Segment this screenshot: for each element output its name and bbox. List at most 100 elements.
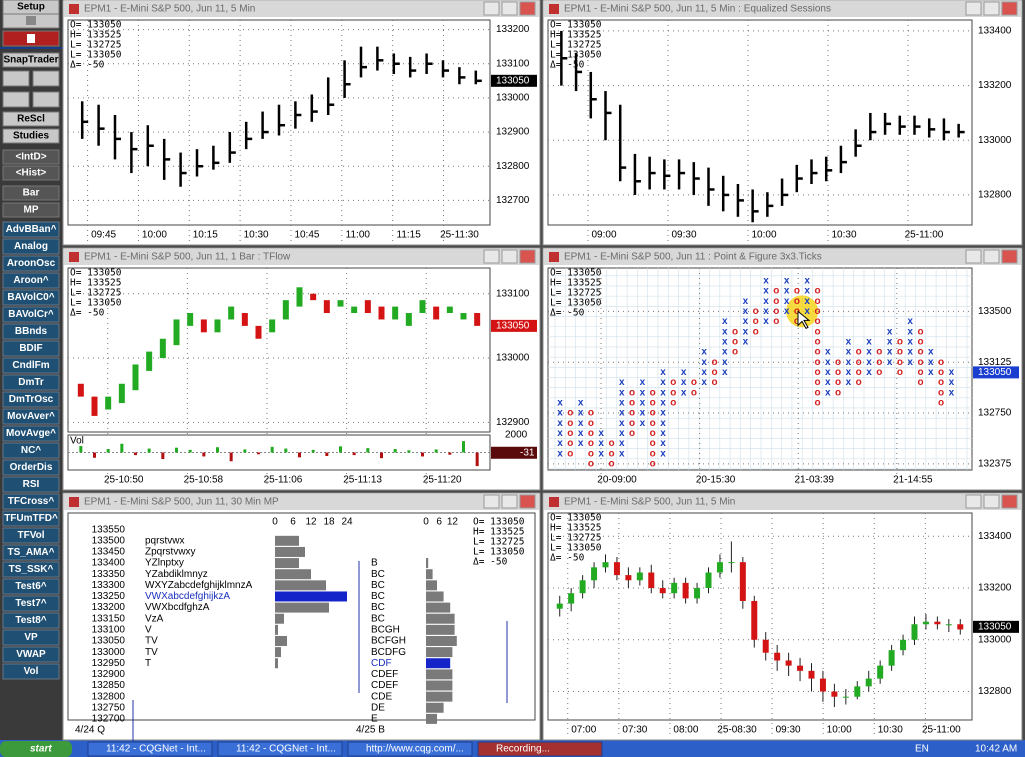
candle-body bbox=[173, 319, 180, 346]
taskbar-item[interactable] bbox=[347, 741, 473, 757]
pnf-box: o bbox=[650, 408, 656, 419]
candle-body bbox=[255, 325, 262, 339]
toolbar-button[interactable] bbox=[2, 149, 60, 165]
maximize-button[interactable] bbox=[983, 249, 1000, 264]
study-button[interactable] bbox=[2, 323, 60, 340]
study-button[interactable] bbox=[2, 408, 60, 425]
study-button[interactable] bbox=[2, 459, 60, 476]
toolbar-button-label: Studies bbox=[13, 131, 50, 142]
close-button[interactable] bbox=[1001, 1, 1018, 16]
maximize-button[interactable] bbox=[501, 1, 518, 16]
toolbar-button[interactable] bbox=[2, 128, 60, 144]
toolbar-button[interactable] bbox=[2, 0, 60, 15]
close-button[interactable] bbox=[1001, 249, 1018, 264]
study-button[interactable] bbox=[2, 306, 60, 323]
toolbar-button-label: <Hist> bbox=[16, 168, 47, 179]
study-button[interactable] bbox=[2, 510, 60, 527]
ohlc-header: L= 133050 bbox=[550, 298, 602, 309]
volume-bar bbox=[175, 447, 178, 453]
close-button[interactable] bbox=[519, 1, 536, 16]
study-button[interactable] bbox=[2, 544, 60, 561]
x-tick-label: 21-14:55 bbox=[893, 475, 933, 486]
study-button[interactable] bbox=[2, 238, 60, 255]
close-button[interactable] bbox=[519, 494, 536, 509]
study-button[interactable] bbox=[2, 391, 60, 408]
pnf-box: o bbox=[650, 459, 656, 470]
study-button[interactable] bbox=[2, 425, 60, 442]
last-price: 133050 bbox=[496, 75, 530, 86]
ohlc-header: H= 133525 bbox=[550, 278, 601, 289]
icon-button[interactable] bbox=[32, 70, 60, 87]
maximize-button[interactable] bbox=[501, 494, 518, 509]
tpo-bar bbox=[426, 680, 453, 691]
toolbar-button[interactable] bbox=[2, 111, 60, 127]
taskbar-item[interactable] bbox=[477, 741, 603, 757]
study-button[interactable] bbox=[2, 272, 60, 289]
close-button[interactable] bbox=[519, 249, 536, 264]
study-button[interactable] bbox=[2, 374, 60, 391]
study-button[interactable] bbox=[2, 221, 60, 238]
toolbar-button[interactable] bbox=[2, 202, 60, 218]
study-button[interactable] bbox=[2, 561, 60, 578]
icon-button[interactable] bbox=[32, 91, 60, 108]
study-button[interactable] bbox=[2, 629, 60, 646]
study-button[interactable] bbox=[2, 595, 60, 612]
price-label: 132750 bbox=[92, 702, 126, 713]
study-button[interactable] bbox=[2, 578, 60, 595]
pnf-box: x bbox=[743, 326, 749, 337]
volume-bar bbox=[434, 449, 438, 453]
study-button[interactable] bbox=[2, 476, 60, 493]
taskbar-item[interactable] bbox=[87, 741, 213, 757]
x-tick-label: 4/25 B bbox=[356, 725, 385, 736]
candle-body bbox=[877, 665, 884, 679]
minimize-button[interactable] bbox=[965, 249, 982, 264]
study-button[interactable] bbox=[2, 646, 60, 663]
last-price-box bbox=[973, 620, 1019, 633]
tpo-bar bbox=[275, 580, 326, 591]
study-button[interactable] bbox=[2, 357, 60, 374]
pnf-box: o bbox=[814, 306, 820, 317]
pnf-box: o bbox=[608, 448, 614, 459]
toolbar-button[interactable] bbox=[2, 185, 60, 201]
study-button[interactable] bbox=[2, 663, 60, 680]
volume-bar bbox=[257, 452, 260, 455]
maximize-button[interactable] bbox=[983, 494, 1000, 509]
study-button[interactable] bbox=[2, 255, 60, 272]
pnf-box: x bbox=[722, 347, 728, 358]
study-button[interactable] bbox=[2, 527, 60, 544]
icon-button[interactable] bbox=[2, 70, 30, 87]
maximize-button[interactable] bbox=[983, 1, 1000, 16]
minimize-button[interactable] bbox=[483, 249, 500, 264]
minimize-button[interactable] bbox=[965, 1, 982, 16]
study-button[interactable] bbox=[2, 442, 60, 459]
study-button[interactable] bbox=[2, 289, 60, 306]
tpo-letters: BC bbox=[371, 591, 385, 602]
maximize-button[interactable] bbox=[501, 249, 518, 264]
print-icon bbox=[26, 16, 36, 25]
taskbar-item[interactable] bbox=[217, 741, 343, 757]
tpo-letters: YZabdiklmnyz bbox=[145, 569, 208, 580]
minimize-button[interactable] bbox=[483, 1, 500, 16]
pnf-box: o bbox=[876, 347, 882, 358]
study-button-label: TS_SSK^ bbox=[9, 564, 54, 575]
icon-button[interactable] bbox=[2, 91, 30, 108]
x-tick-label: 20-09:00 bbox=[597, 475, 637, 486]
toolbar-button[interactable] bbox=[2, 52, 60, 68]
study-button[interactable] bbox=[2, 612, 60, 629]
y-tick-label: 132900 bbox=[496, 417, 530, 428]
alert-icon bbox=[27, 34, 35, 43]
window-title: EPM1 - E-Mini S&P 500, Jun 11, 30 Min MP bbox=[84, 497, 279, 508]
tpo-bar bbox=[275, 613, 284, 624]
minimize-button[interactable] bbox=[483, 494, 500, 509]
toolbar-button[interactable] bbox=[2, 165, 60, 181]
minimize-button[interactable] bbox=[965, 494, 982, 509]
close-button[interactable] bbox=[1001, 494, 1018, 509]
pnf-box: x bbox=[949, 387, 955, 398]
pnf-box: x bbox=[866, 347, 872, 358]
study-button[interactable] bbox=[2, 340, 60, 357]
pnf-box: x bbox=[619, 387, 625, 398]
start-button[interactable] bbox=[0, 741, 72, 757]
ohlc-header: Δ= -50 bbox=[550, 308, 585, 319]
pnf-box: x bbox=[887, 347, 893, 358]
study-button[interactable] bbox=[2, 493, 60, 510]
